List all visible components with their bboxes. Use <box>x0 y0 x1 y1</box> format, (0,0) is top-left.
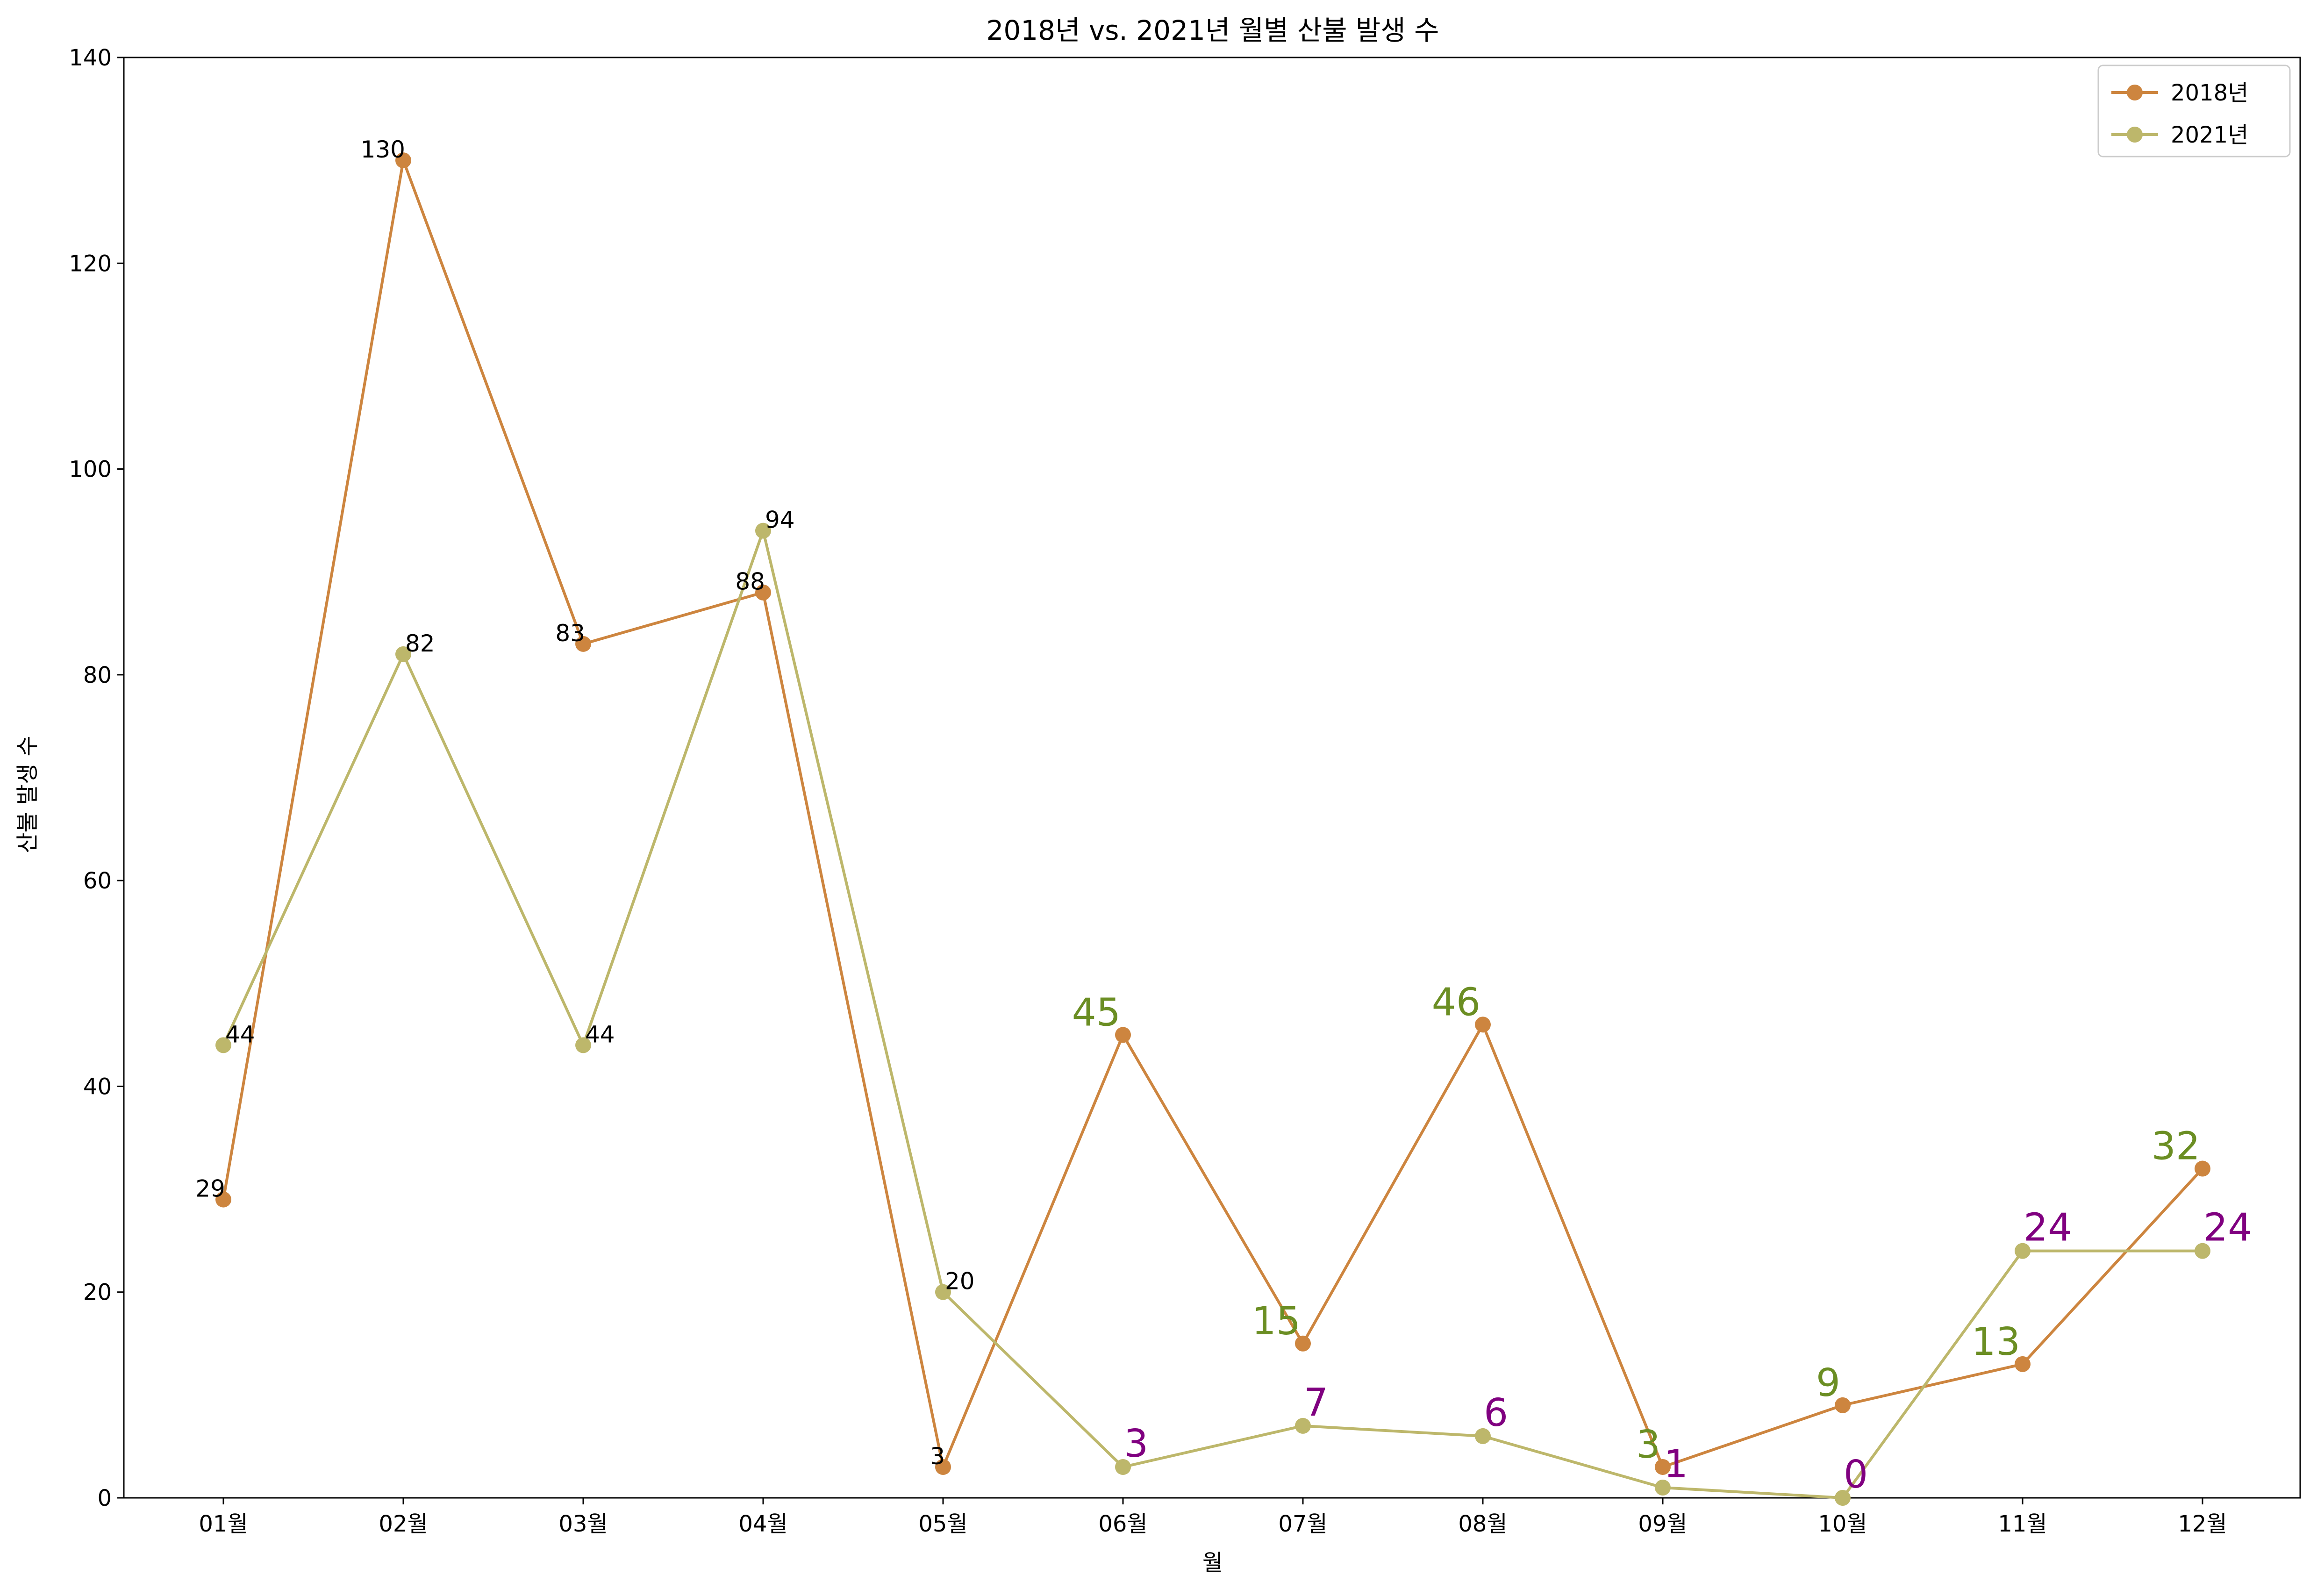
legend: 2018년 2021년 <box>2097 64 2291 157</box>
data-point <box>1115 1459 1131 1475</box>
data-label: 0 <box>1844 1453 1868 1497</box>
y-tick-label: 140 <box>69 45 112 71</box>
y-tick-label: 20 <box>83 1280 112 1306</box>
data-label: 32 <box>2152 1124 2200 1169</box>
data-point <box>1295 1417 1311 1434</box>
data-label: 83 <box>555 620 585 647</box>
x-tick-label: 04월 <box>738 1511 787 1537</box>
y-tick-label: 120 <box>69 250 112 277</box>
y-tick-label: 100 <box>69 457 112 483</box>
data-point <box>1475 1428 1491 1444</box>
legend-marker <box>2127 127 2143 143</box>
x-tick-label: 10월 <box>1818 1511 1867 1537</box>
data-label: 6 <box>1484 1391 1508 1435</box>
y-tick-label: 80 <box>83 662 112 688</box>
plot-frame <box>123 57 2301 1499</box>
x-tick-label: 05월 <box>918 1511 967 1537</box>
legend-label: 2021년 <box>2171 122 2248 148</box>
data-label: 3 <box>930 1443 945 1470</box>
data-point <box>1655 1479 1671 1496</box>
x-tick-label: 03월 <box>558 1511 608 1537</box>
data-label: 44 <box>585 1021 615 1048</box>
data-label: 24 <box>2024 1206 2072 1250</box>
data-point <box>1115 1027 1131 1043</box>
data-point <box>1655 1459 1671 1475</box>
data-point <box>1475 1016 1491 1033</box>
x-tick-label: 02월 <box>379 1511 428 1537</box>
data-point <box>1295 1335 1311 1352</box>
x-tick-label: 06월 <box>1098 1511 1147 1537</box>
data-point <box>575 636 591 652</box>
series-line-2 <box>222 529 2203 1499</box>
x-tick-label: 11월 <box>1998 1511 2047 1537</box>
x-tick-label: 12월 <box>2178 1511 2227 1537</box>
data-label: 13 <box>1972 1320 2020 1364</box>
data-point <box>1835 1397 1851 1413</box>
legend-marker <box>2127 85 2143 100</box>
data-point <box>395 152 411 169</box>
data-label: 46 <box>1432 980 1480 1024</box>
data-point <box>2015 1356 2031 1372</box>
data-point <box>2195 1160 2210 1177</box>
data-label: 9 <box>1816 1361 1840 1405</box>
data-label: 29 <box>195 1175 225 1202</box>
data-point <box>215 1191 231 1208</box>
y-tick-label: 40 <box>83 1074 112 1100</box>
data-label: 20 <box>945 1268 975 1295</box>
data-point <box>755 522 771 539</box>
chart-title: 2018년 vs. 2021년 월별 산불 발생 수 <box>986 14 1439 46</box>
data-label: 3 <box>1124 1422 1148 1466</box>
data-label: 130 <box>361 136 405 163</box>
data-label: 44 <box>225 1021 255 1048</box>
data-point <box>935 1284 951 1300</box>
x-axis-title: 월 <box>1202 1550 1223 1576</box>
data-label: 45 <box>1072 990 1121 1035</box>
data-label: 1 <box>1664 1442 1688 1487</box>
data-point <box>755 584 771 601</box>
data-label: 7 <box>1304 1381 1328 1425</box>
series-line-1 <box>222 159 2204 1468</box>
data-label: 24 <box>2203 1206 2252 1250</box>
x-tick-label: 08월 <box>1458 1511 1507 1537</box>
y-tick-label: 60 <box>83 868 112 894</box>
data-point <box>575 1037 591 1053</box>
data-label: 82 <box>405 630 435 657</box>
data-point <box>215 1037 231 1053</box>
x-tick-label: 01월 <box>199 1511 248 1537</box>
y-tick-label: 0 <box>97 1485 112 1511</box>
data-label: 94 <box>765 507 795 534</box>
data-label: 3 <box>1636 1423 1660 1467</box>
y-axis-title: 산불 발생 수 <box>14 736 41 853</box>
legend-label: 2018년 <box>2171 80 2248 106</box>
data-label: 15 <box>1252 1299 1301 1344</box>
data-label: 88 <box>735 568 765 595</box>
x-tick-label: 07월 <box>1278 1511 1327 1537</box>
x-tick-label: 09월 <box>1638 1511 1687 1537</box>
data-point <box>395 646 411 662</box>
data-point <box>2195 1243 2210 1259</box>
data-point <box>935 1459 951 1475</box>
data-point <box>1835 1490 1851 1506</box>
data-point <box>2015 1243 2031 1259</box>
